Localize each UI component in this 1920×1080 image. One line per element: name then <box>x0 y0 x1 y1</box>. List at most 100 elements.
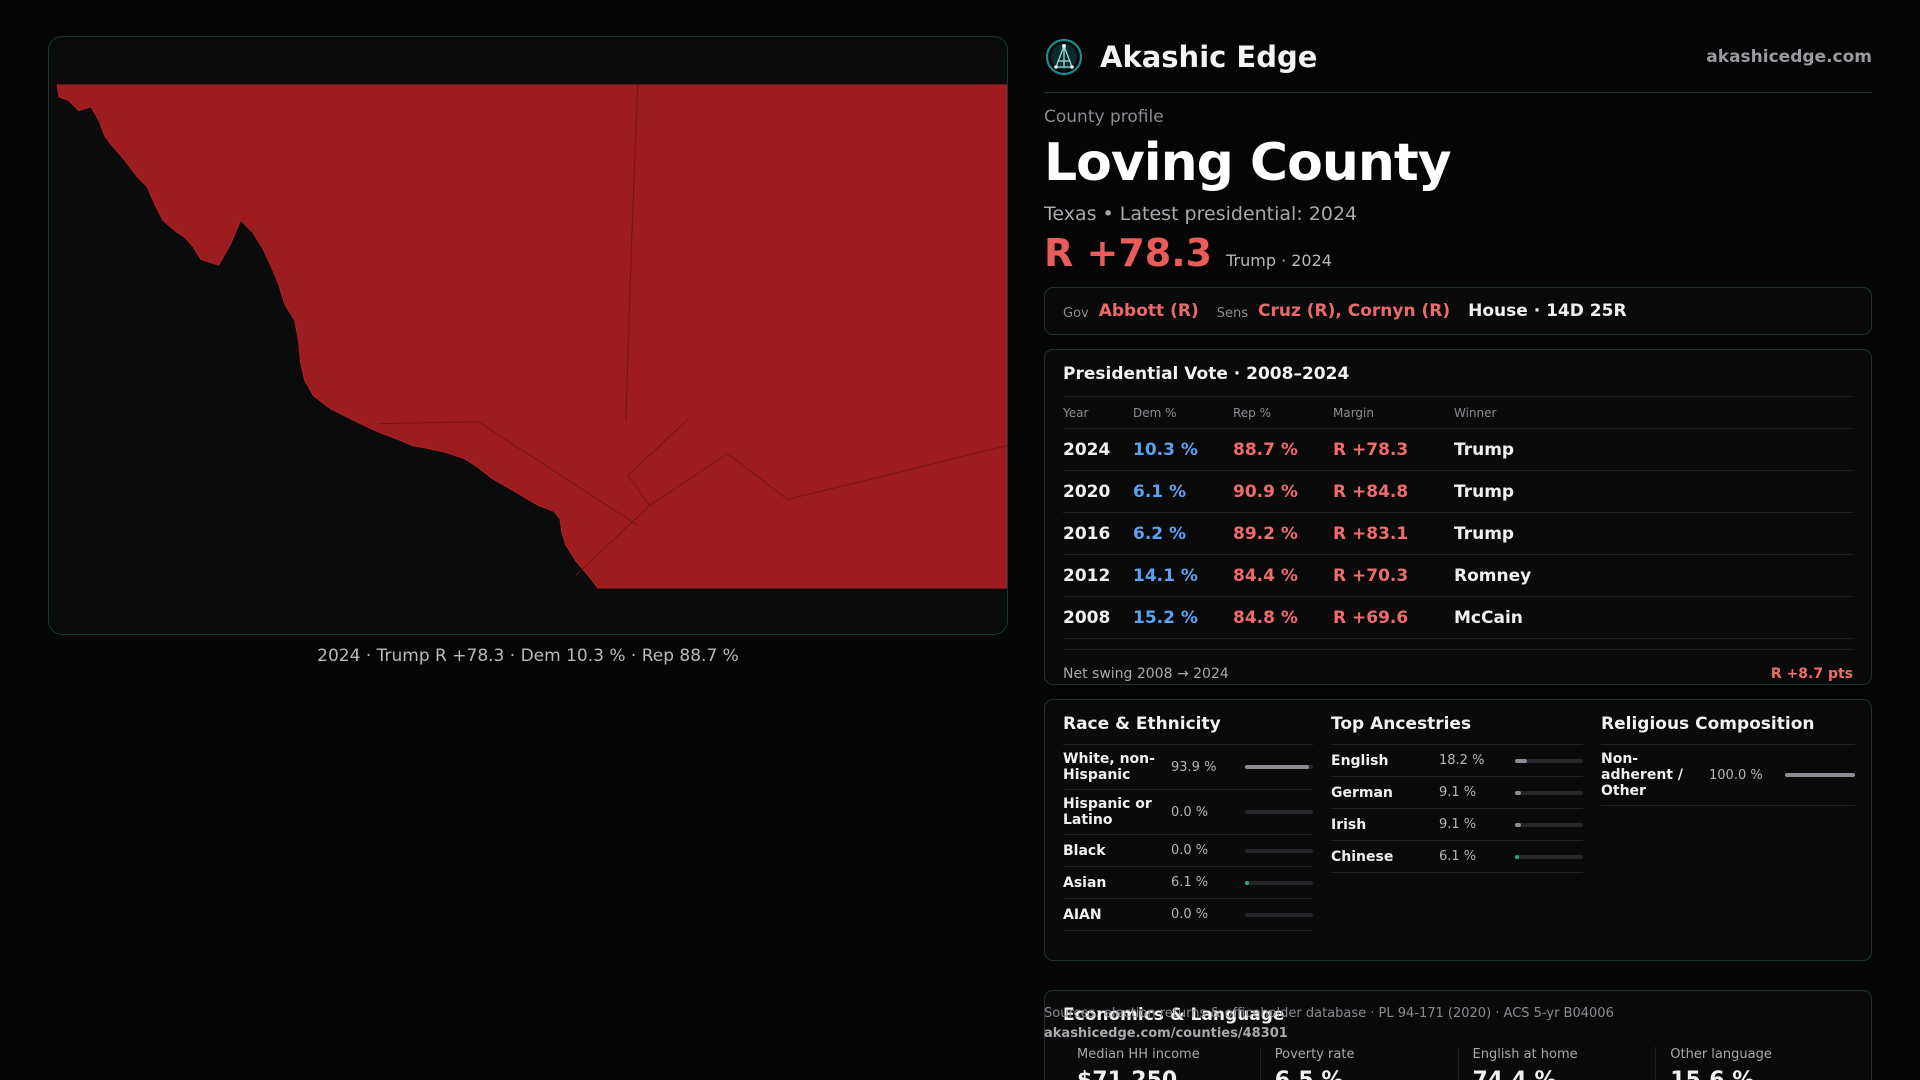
row-winner: Trump <box>1454 523 1515 544</box>
item-value: 6.1 % <box>1171 875 1209 890</box>
county-profile-panel: Akashic Edge akashicedge.com County prof… <box>1044 36 1872 961</box>
brand-header: Akashic Edge akashicedge.com <box>1044 36 1872 78</box>
vote-table-header: Year Dem % Rep % Margin Winner <box>1063 397 1853 429</box>
item-bar <box>1245 848 1313 853</box>
row-rep: 84.4 % <box>1233 565 1298 586</box>
item-label: Irish <box>1331 816 1367 833</box>
county-boundary-lines <box>378 84 1007 576</box>
row-winner: Trump <box>1454 481 1515 502</box>
margin-value: R +78.3 <box>1044 231 1213 275</box>
metric-poverty-rate: Poverty rate 6.5 % <box>1259 1047 1458 1080</box>
list-item: Irish 9.1 % <box>1331 809 1583 841</box>
item-value: 9.1 % <box>1439 817 1477 832</box>
row-margin: R +69.6 <box>1333 607 1409 628</box>
page-title: Loving County <box>1044 133 1452 193</box>
item-bar <box>1785 773 1855 777</box>
economics-title: Economics & Language <box>1063 1005 1285 1025</box>
item-value: 9.1 % <box>1439 785 1477 800</box>
table-row: 2008 15.2 % 84.8 % R +69.6 McCain <box>1063 597 1853 639</box>
item-bar-fill <box>1515 790 1522 795</box>
table-row: 2012 14.1 % 84.4 % R +70.3 Romney <box>1063 555 1853 597</box>
metric-label: Other language <box>1670 1047 1772 1062</box>
row-margin: R +78.3 <box>1333 439 1409 460</box>
metric-value: 74.4 % <box>1473 1068 1656 1080</box>
house-delegation: House · 14D 25R <box>1468 301 1627 321</box>
row-winner: Trump <box>1454 439 1515 460</box>
brand-name[interactable]: Akashic Edge <box>1100 40 1318 74</box>
county-map[interactable] <box>49 37 1007 634</box>
item-bar <box>1245 765 1313 769</box>
list-item: Hispanic or Latino 0.0 % <box>1063 790 1313 835</box>
county-map-panel[interactable] <box>48 36 1008 635</box>
table-row: 2024 10.3 % 88.7 % R +78.3 Trump <box>1063 429 1853 471</box>
senators-value: Cruz (R), Cornyn (R) <box>1257 301 1451 321</box>
row-year: 2008 <box>1063 607 1111 628</box>
item-value: 18.2 % <box>1439 753 1485 768</box>
col-rep: Rep % <box>1233 405 1272 420</box>
item-value: 100.0 % <box>1709 767 1763 783</box>
item-label: Black <box>1063 842 1106 859</box>
row-winner: Romney <box>1454 565 1532 586</box>
list-item: German 9.1 % <box>1331 777 1583 809</box>
list-item: English 18.2 % <box>1331 745 1583 777</box>
brand-domain-link[interactable]: akashicedge.com <box>1706 47 1872 67</box>
col-margin: Margin <box>1333 405 1374 420</box>
item-bar-fill <box>1245 765 1309 769</box>
item-label: Asian <box>1063 874 1107 891</box>
metric-value: 6.5 % <box>1275 1068 1458 1080</box>
item-bar <box>1515 854 1583 859</box>
economics-card: Economics & Language Median HH income $7… <box>1044 990 1872 1080</box>
row-dem: 6.1 % <box>1133 481 1187 502</box>
network-globe-icon[interactable] <box>1044 37 1084 77</box>
item-label: Chinese <box>1331 848 1394 865</box>
item-bar <box>1515 790 1583 795</box>
race-title: Race & Ethnicity <box>1063 714 1313 745</box>
item-label: English <box>1331 752 1389 769</box>
row-rep: 84.8 % <box>1233 607 1298 628</box>
row-rep: 90.9 % <box>1233 481 1298 502</box>
row-year: 2016 <box>1063 523 1111 544</box>
item-label: German <box>1331 784 1393 801</box>
item-value: 0.0 % <box>1171 804 1209 820</box>
item-bar-fill <box>1515 822 1522 827</box>
table-row: 2020 6.1 % 90.9 % R +84.8 Trump <box>1063 471 1853 513</box>
metric-other-language: Other language 15.6 % <box>1655 1047 1853 1080</box>
religion-title: Religious Composition <box>1601 714 1855 745</box>
county-shape[interactable] <box>56 84 1007 589</box>
profile-label: County profile <box>1044 107 1164 127</box>
item-value: 6.1 % <box>1439 849 1477 864</box>
ancestry-section: Top Ancestries English 18.2 % German 9.1 % I… <box>1331 714 1601 960</box>
item-bar <box>1245 810 1313 814</box>
item-label: Hispanic or Latino <box>1063 796 1152 828</box>
metric-label: Poverty rate <box>1274 1047 1355 1062</box>
net-swing-row: Net swing 2008 → 2024 R +8.7 pts <box>1063 649 1853 697</box>
header-divider <box>1044 92 1872 93</box>
item-bar-fill <box>1785 773 1855 777</box>
metric-label: English at home <box>1472 1047 1578 1062</box>
row-margin: R +70.3 <box>1333 565 1409 586</box>
item-label: AIAN <box>1063 906 1102 923</box>
item-bar <box>1515 822 1583 827</box>
religion-section: Religious Composition Non-adherent / Oth… <box>1601 714 1855 960</box>
row-winner: McCain <box>1454 607 1523 628</box>
row-margin: R +83.1 <box>1333 523 1409 544</box>
col-dem: Dem % <box>1133 405 1177 420</box>
page-url-link[interactable]: akashicedge.com/counties/48301 <box>1044 1026 1288 1041</box>
item-value: 0.0 % <box>1171 843 1209 858</box>
margin-note: Trump · 2024 <box>1226 251 1332 270</box>
latest-margin: R +78.3 Trump · 2024 <box>1044 231 1872 275</box>
item-value: 0.0 % <box>1171 907 1209 922</box>
item-bar-fill <box>1515 758 1528 763</box>
list-item: Black 0.0 % <box>1063 835 1313 867</box>
demographics-card: Race & Ethnicity White, non-Hispanic 93.9… <box>1044 699 1872 961</box>
col-winner: Winner <box>1454 405 1497 420</box>
metric-value: 15.6 % <box>1670 1068 1853 1080</box>
list-item: Chinese 6.1 % <box>1331 841 1583 873</box>
item-bar <box>1245 912 1313 917</box>
sources-footnote: Sources: election returns & officeholder… <box>1044 1006 1614 1021</box>
row-rep: 89.2 % <box>1233 523 1298 544</box>
county-subline: Texas • Latest presidential: 2024 <box>1044 203 1358 225</box>
metric-english-at-home: English at home 74.4 % <box>1457 1047 1656 1080</box>
row-dem: 14.1 % <box>1133 565 1198 586</box>
sens-key: Sens <box>1216 305 1248 321</box>
